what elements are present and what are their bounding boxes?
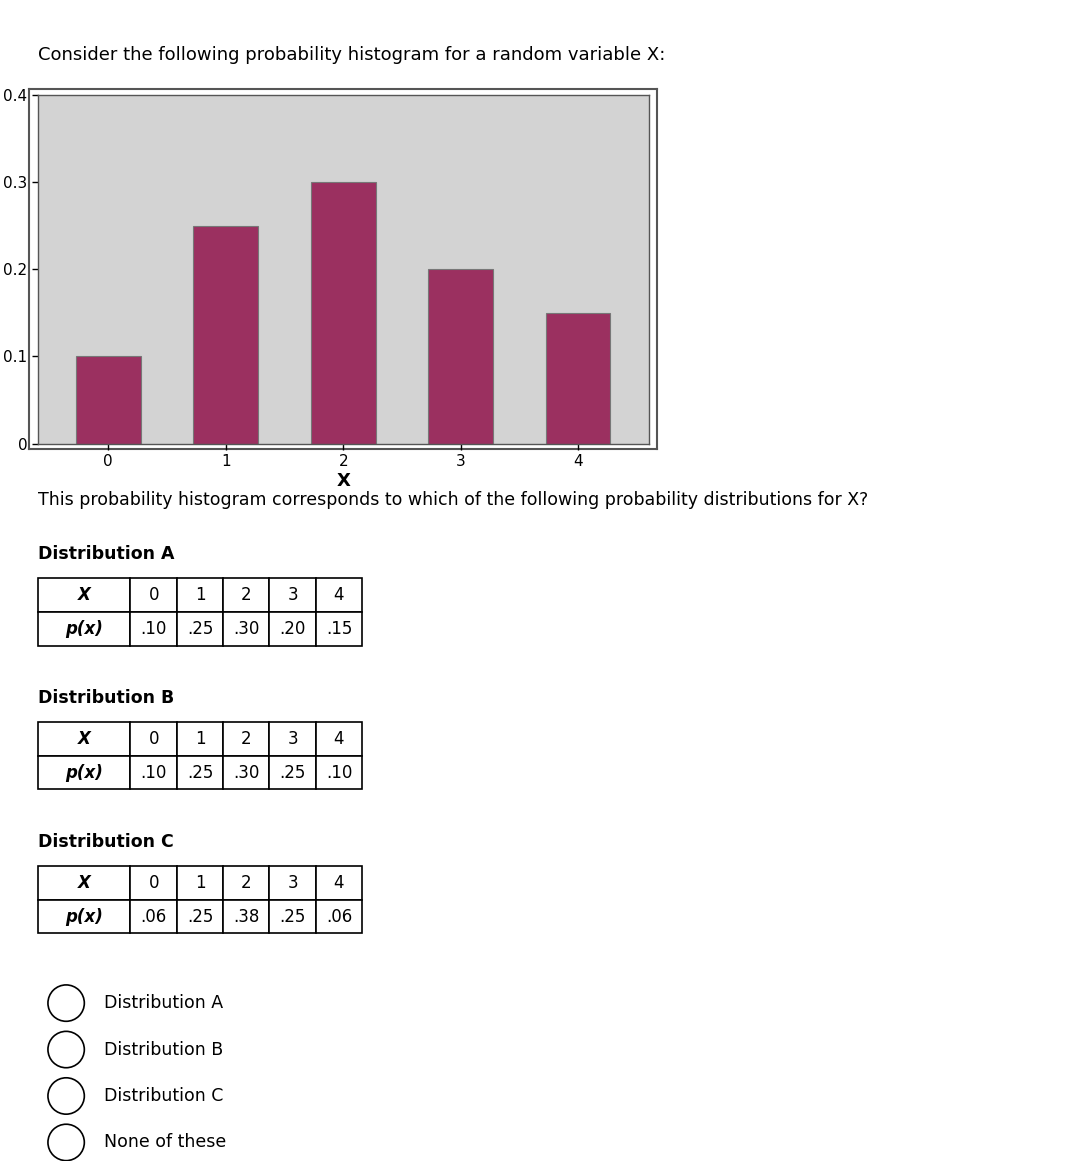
- Bar: [269, 722, 316, 756]
- Bar: [223, 612, 269, 646]
- Text: .25: .25: [187, 908, 213, 925]
- Bar: [223, 578, 269, 612]
- Text: Consider the following probability histogram for a random variable X:: Consider the following probability histo…: [38, 46, 665, 64]
- Bar: [38, 578, 131, 612]
- Bar: [177, 756, 223, 789]
- Bar: [177, 722, 223, 756]
- Bar: [131, 756, 177, 789]
- Bar: [546, 313, 611, 444]
- Bar: [131, 578, 177, 612]
- Bar: [316, 756, 362, 789]
- Bar: [428, 269, 493, 444]
- Bar: [223, 866, 269, 900]
- Bar: [269, 756, 316, 789]
- Bar: [177, 866, 223, 900]
- Bar: [38, 612, 131, 646]
- Text: .25: .25: [187, 620, 213, 637]
- Bar: [131, 900, 177, 933]
- Text: 1: 1: [195, 730, 205, 748]
- Bar: [177, 612, 223, 646]
- Text: 2: 2: [241, 730, 252, 748]
- Bar: [316, 866, 362, 900]
- Bar: [131, 722, 177, 756]
- Bar: [316, 578, 362, 612]
- Bar: [38, 722, 131, 756]
- Text: Distribution A: Distribution A: [38, 545, 174, 563]
- Text: .06: .06: [325, 908, 352, 925]
- Text: 2: 2: [241, 586, 252, 604]
- Bar: [316, 900, 362, 933]
- Text: 4: 4: [334, 586, 344, 604]
- Text: p(x): p(x): [65, 764, 103, 781]
- Text: 0: 0: [148, 730, 159, 748]
- Text: .15: .15: [325, 620, 352, 637]
- Text: 4: 4: [334, 874, 344, 892]
- Text: .10: .10: [141, 764, 166, 781]
- Bar: [311, 182, 375, 444]
- Bar: [316, 612, 362, 646]
- Text: 1: 1: [195, 874, 205, 892]
- Bar: [269, 866, 316, 900]
- Bar: [131, 866, 177, 900]
- Bar: [177, 578, 223, 612]
- Bar: [269, 578, 316, 612]
- Text: Distribution B: Distribution B: [38, 688, 174, 707]
- Text: Distribution B: Distribution B: [104, 1040, 223, 1059]
- Bar: [38, 756, 131, 789]
- Bar: [269, 612, 316, 646]
- Text: 3: 3: [288, 586, 298, 604]
- Bar: [223, 900, 269, 933]
- Text: .25: .25: [280, 908, 306, 925]
- Bar: [193, 225, 258, 444]
- Text: 2: 2: [241, 874, 252, 892]
- Text: .10: .10: [141, 620, 166, 637]
- Text: .06: .06: [141, 908, 166, 925]
- Text: .20: .20: [280, 620, 306, 637]
- Bar: [76, 356, 141, 444]
- Text: 0: 0: [148, 586, 159, 604]
- Text: X: X: [78, 730, 91, 748]
- Bar: [316, 722, 362, 756]
- Text: Distribution A: Distribution A: [104, 994, 223, 1012]
- Text: .25: .25: [280, 764, 306, 781]
- Text: None of these: None of these: [104, 1133, 226, 1152]
- Text: 1: 1: [195, 586, 205, 604]
- Text: .30: .30: [233, 620, 259, 637]
- Text: Distribution C: Distribution C: [38, 832, 174, 851]
- Text: 3: 3: [288, 874, 298, 892]
- Text: 4: 4: [334, 730, 344, 748]
- Bar: [223, 722, 269, 756]
- Text: .10: .10: [325, 764, 352, 781]
- Text: X: X: [78, 874, 91, 892]
- Text: p(x): p(x): [65, 620, 103, 637]
- Text: Distribution C: Distribution C: [104, 1087, 223, 1105]
- Text: 0: 0: [148, 874, 159, 892]
- Text: 3: 3: [288, 730, 298, 748]
- Text: .25: .25: [187, 764, 213, 781]
- Bar: [223, 756, 269, 789]
- X-axis label: X: X: [336, 471, 350, 490]
- Bar: [177, 900, 223, 933]
- Text: X: X: [78, 586, 91, 604]
- Text: .30: .30: [233, 764, 259, 781]
- Text: .38: .38: [233, 908, 259, 925]
- Text: This probability histogram corresponds to which of the following probability dis: This probability histogram corresponds t…: [38, 491, 868, 510]
- Bar: [38, 900, 131, 933]
- Bar: [38, 866, 131, 900]
- Text: p(x): p(x): [65, 908, 103, 925]
- Bar: [269, 900, 316, 933]
- Bar: [131, 612, 177, 646]
